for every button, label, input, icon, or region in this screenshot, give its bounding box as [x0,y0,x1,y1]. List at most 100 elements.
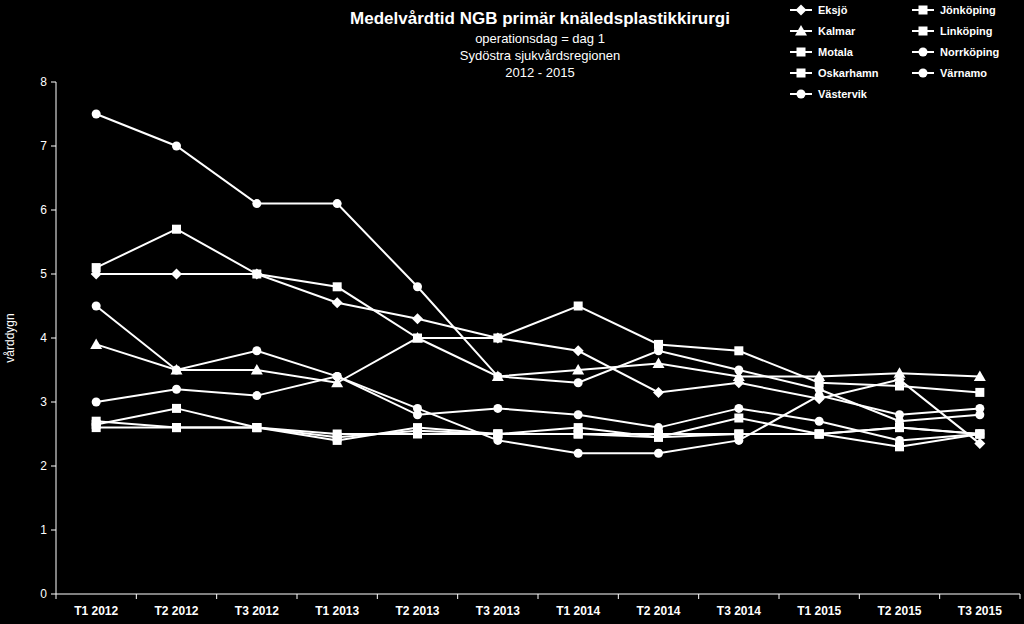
legend-marker [919,27,928,36]
data-point [413,423,422,432]
data-point [734,366,743,375]
legend-label: Norrköping [940,46,999,58]
data-point [251,364,263,375]
series-line [96,338,980,383]
data-point [574,410,583,419]
data-point [975,430,984,439]
legend-label: Eksjö [818,4,848,16]
data-point [92,263,101,272]
x-tick-label: T1 2013 [315,604,359,618]
data-point [251,269,262,280]
y-tick-label: 6 [40,203,47,217]
legend-label: Värnamo [940,67,987,79]
data-point [653,358,665,369]
data-point [252,199,261,208]
title: Medelvårdtid NGB primär knäledsplastikki… [350,9,730,28]
data-point [333,372,342,381]
data-point [734,404,743,413]
data-point [574,378,583,387]
y-tick-label: 7 [40,139,47,153]
legend-marker [919,48,928,57]
y-tick [51,466,56,467]
data-point [654,423,663,432]
data-point [815,430,824,439]
data-point [171,364,183,375]
data-point [975,430,984,439]
data-point [493,430,502,439]
data-point [815,385,824,394]
data-point [252,346,261,355]
data-point [894,367,906,378]
x-tick-label: T2 2013 [395,604,439,618]
data-point [252,423,261,432]
legend-label: Jönköping [940,4,996,16]
x-tick-label: T1 2014 [556,604,600,618]
legend-marker [919,69,928,78]
data-point [493,430,502,439]
series-line [96,229,980,392]
data-point [492,370,504,381]
data-point [493,430,502,439]
legend-marker [795,25,807,36]
data-point [172,423,181,432]
data-point [653,387,664,398]
x-tick [939,594,940,599]
data-point [92,398,101,407]
legend-label: Linköping [940,25,993,37]
data-point [252,270,261,279]
y-tick [51,402,56,403]
background [0,0,1024,624]
y-tick [51,82,56,83]
y-tick-label: 1 [40,523,47,537]
data-point [92,302,101,311]
x-tick-label: T2 2012 [154,604,198,618]
legend-marker [919,6,928,15]
data-point [413,282,422,291]
x-tick [618,594,619,599]
data-point [92,420,101,429]
x-tick [538,594,539,599]
data-point [172,366,181,375]
y-tick-label: 2 [40,459,47,473]
x-tick-label: T2 2015 [877,604,921,618]
data-point [573,345,584,356]
data-point [90,338,102,349]
x-tick-label: T3 2015 [958,604,1002,618]
legend-marker [797,48,806,57]
data-point [734,414,743,423]
series-line [96,376,980,440]
y-tick [51,274,56,275]
data-point [172,142,181,151]
data-point [171,269,182,280]
y-tick [51,530,56,531]
data-point [333,372,342,381]
data-point [333,282,342,291]
data-point [493,404,502,413]
data-point [492,333,503,344]
data-point [332,297,343,308]
subtitle: 2012 - 2015 [505,65,574,80]
data-point [92,110,101,119]
data-point [975,388,984,397]
x-tick [859,594,860,599]
legend-label: Kalmar [818,25,856,37]
y-tick [51,146,56,147]
data-point [333,199,342,208]
y-tick-label: 4 [40,331,47,345]
x-tick-label: T3 2014 [717,604,761,618]
x-tick [377,594,378,599]
data-point [654,433,663,442]
x-tick-label: T1 2012 [74,604,118,618]
y-tick-label: 8 [40,75,47,89]
y-tick [51,338,56,339]
data-point [975,410,984,419]
data-point [734,436,743,445]
x-tick [779,594,780,599]
y-label: vårddygn [3,313,17,362]
data-point [574,423,583,432]
data-point [815,430,824,439]
y-tick-label: 0 [40,587,47,601]
data-point [895,436,904,445]
data-point [975,430,984,439]
data-point [252,423,261,432]
